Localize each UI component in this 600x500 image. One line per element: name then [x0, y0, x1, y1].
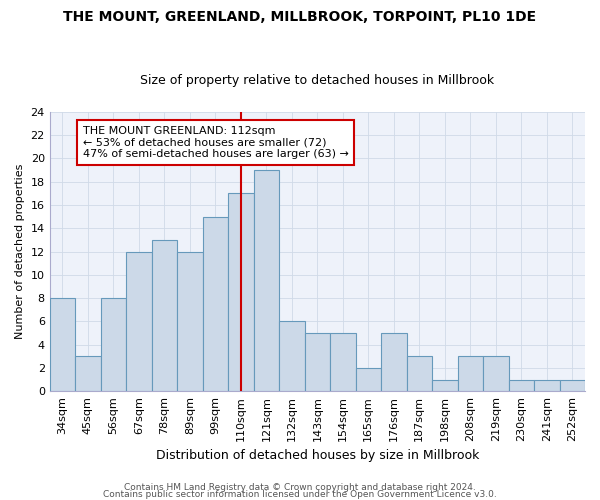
Text: Contains public sector information licensed under the Open Government Licence v3: Contains public sector information licen… [103, 490, 497, 499]
Bar [483, 356, 509, 392]
Bar [305, 333, 330, 392]
Bar [381, 333, 407, 392]
Bar [126, 252, 152, 392]
Bar [254, 170, 279, 392]
Bar [534, 380, 560, 392]
Text: Contains HM Land Registry data © Crown copyright and database right 2024.: Contains HM Land Registry data © Crown c… [124, 484, 476, 492]
Bar [509, 380, 534, 392]
Bar [356, 368, 381, 392]
Bar [177, 252, 203, 392]
Title: Size of property relative to detached houses in Millbrook: Size of property relative to detached ho… [140, 74, 494, 87]
X-axis label: Distribution of detached houses by size in Millbrook: Distribution of detached houses by size … [155, 450, 479, 462]
Y-axis label: Number of detached properties: Number of detached properties [15, 164, 25, 339]
Bar [228, 194, 254, 392]
Bar [152, 240, 177, 392]
Bar [560, 380, 585, 392]
Bar [279, 322, 305, 392]
Bar [330, 333, 356, 392]
Bar [50, 298, 75, 392]
Bar [432, 380, 458, 392]
Text: THE MOUNT, GREENLAND, MILLBROOK, TORPOINT, PL10 1DE: THE MOUNT, GREENLAND, MILLBROOK, TORPOIN… [64, 10, 536, 24]
Bar [75, 356, 101, 392]
Text: THE MOUNT GREENLAND: 112sqm
← 53% of detached houses are smaller (72)
47% of sem: THE MOUNT GREENLAND: 112sqm ← 53% of det… [83, 126, 349, 159]
Bar [101, 298, 126, 392]
Bar [458, 356, 483, 392]
Bar [203, 216, 228, 392]
Bar [407, 356, 432, 392]
